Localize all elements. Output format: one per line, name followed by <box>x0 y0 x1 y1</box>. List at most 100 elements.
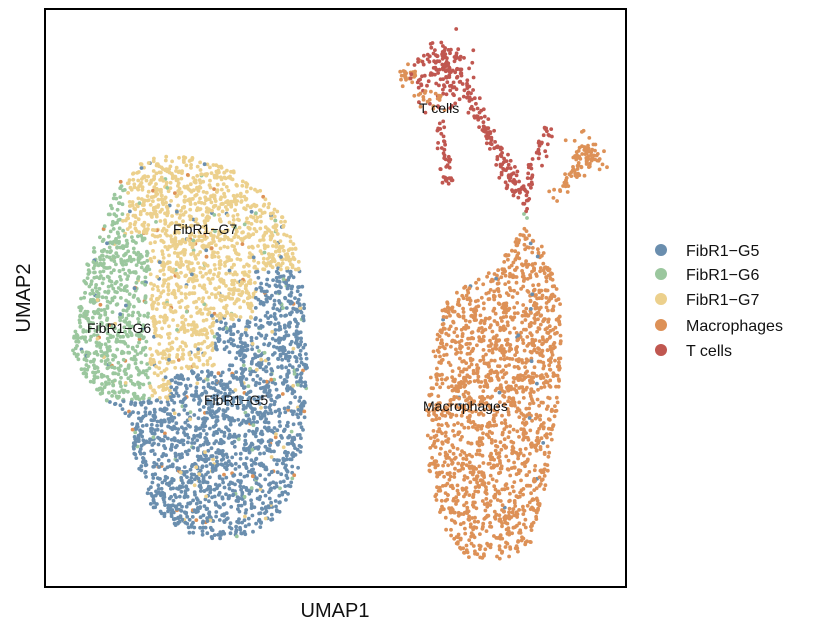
data-point <box>211 163 216 167</box>
data-point <box>170 240 174 244</box>
data-point <box>101 257 106 262</box>
data-point <box>122 259 127 263</box>
data-point <box>212 441 217 446</box>
data-point <box>121 334 125 339</box>
data-point <box>100 263 104 267</box>
data-point <box>244 464 249 469</box>
data-point <box>172 251 177 255</box>
data-point <box>126 321 131 326</box>
data-point <box>289 339 294 344</box>
data-point <box>150 287 155 291</box>
data-point <box>289 290 294 295</box>
data-point <box>244 456 249 461</box>
data-point <box>440 431 444 436</box>
data-point <box>502 353 506 358</box>
data-point <box>243 197 248 202</box>
data-point <box>235 193 240 198</box>
data-point <box>257 331 261 336</box>
data-point <box>468 480 473 485</box>
data-point <box>165 186 170 190</box>
data-point <box>144 178 149 183</box>
data-point <box>126 249 131 254</box>
data-point <box>102 248 106 252</box>
data-point <box>228 531 233 536</box>
data-point <box>151 388 156 393</box>
data-point <box>271 253 275 257</box>
data-point <box>283 219 287 224</box>
data-point <box>145 375 150 380</box>
data-point <box>269 428 274 433</box>
data-point <box>487 435 491 440</box>
data-point <box>198 250 203 254</box>
data-point <box>299 407 304 411</box>
data-point <box>105 398 109 403</box>
data-point <box>137 184 142 189</box>
data-point <box>163 195 168 200</box>
data-point <box>173 238 178 243</box>
data-point <box>154 188 159 193</box>
data-point <box>249 301 253 306</box>
data-point <box>270 265 275 270</box>
data-point <box>448 313 452 318</box>
data-point <box>183 390 188 395</box>
data-point <box>301 345 306 350</box>
data-point <box>137 340 141 345</box>
data-point <box>186 525 191 530</box>
data-point <box>139 464 144 469</box>
data-point <box>249 209 254 214</box>
data-point <box>547 324 552 329</box>
data-point <box>450 338 455 343</box>
data-point <box>264 467 269 472</box>
data-point <box>178 251 183 255</box>
data-point <box>449 518 454 522</box>
data-point <box>105 375 110 379</box>
data-point <box>291 422 296 427</box>
data-point <box>175 353 180 357</box>
data-point <box>254 476 259 481</box>
data-point <box>152 156 156 161</box>
data-point <box>292 389 297 394</box>
data-point <box>213 199 218 204</box>
data-point <box>528 428 533 433</box>
data-point <box>160 229 165 233</box>
data-point <box>159 165 164 170</box>
data-point <box>95 336 100 341</box>
data-point <box>280 461 285 466</box>
data-point <box>157 366 162 371</box>
data-point <box>98 235 102 240</box>
data-point <box>537 475 542 480</box>
data-point <box>210 495 215 500</box>
data-point <box>555 373 560 378</box>
data-point <box>208 325 213 329</box>
data-point <box>514 510 519 515</box>
data-point <box>174 242 179 247</box>
data-point <box>148 203 153 207</box>
data-point <box>159 418 164 423</box>
data-point <box>517 435 521 439</box>
data-point <box>266 261 270 265</box>
data-point <box>183 396 188 400</box>
data-point <box>525 473 529 477</box>
data-point <box>269 216 274 221</box>
data-point <box>169 385 174 390</box>
data-point <box>200 341 204 346</box>
data-point <box>267 388 272 393</box>
data-point <box>446 360 451 365</box>
data-point <box>105 318 109 322</box>
data-point <box>476 519 480 524</box>
data-point <box>92 377 96 382</box>
data-point <box>523 313 528 318</box>
data-point <box>497 293 502 298</box>
data-point <box>280 392 285 396</box>
data-point <box>428 469 432 474</box>
data-point <box>263 493 268 498</box>
data-point <box>105 249 110 254</box>
data-point <box>260 432 265 436</box>
data-point <box>288 457 292 462</box>
data-point <box>527 411 532 416</box>
data-point <box>280 381 285 385</box>
data-point <box>258 377 263 381</box>
data-point <box>216 448 221 452</box>
data-point <box>158 233 163 238</box>
data-point <box>242 264 246 269</box>
